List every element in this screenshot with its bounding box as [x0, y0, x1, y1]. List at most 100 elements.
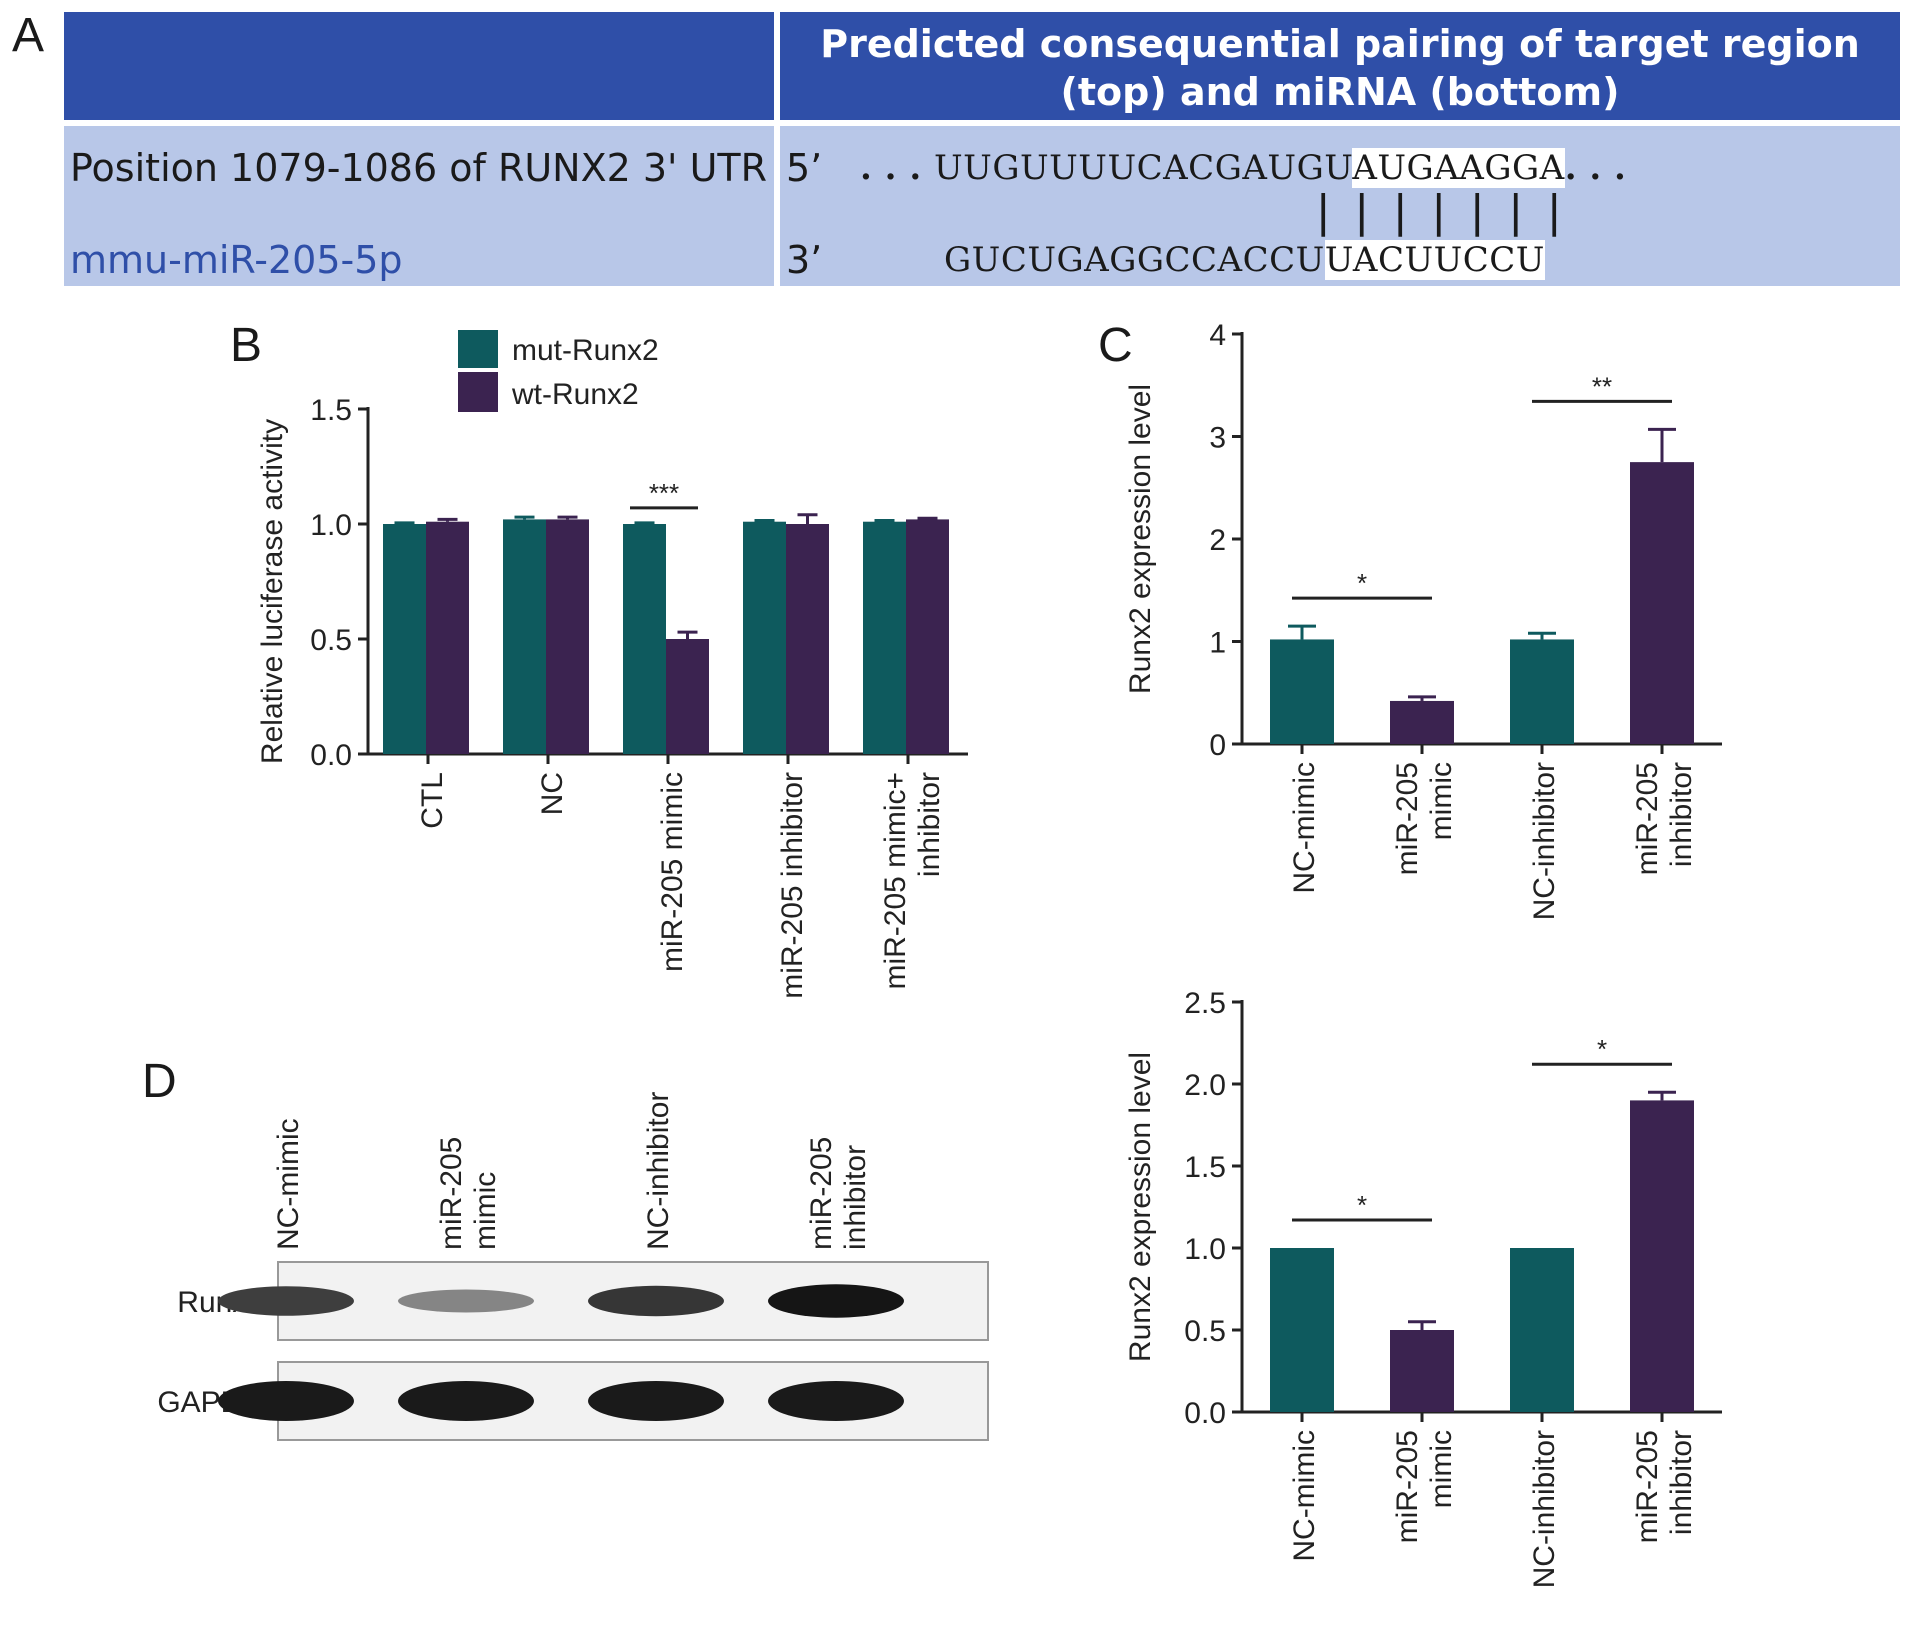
lane-label: NC-mimic: [272, 1118, 305, 1250]
bar-wt: [906, 519, 949, 754]
significance-marker: *: [1357, 568, 1367, 598]
blot-band: [398, 1289, 534, 1313]
y-tick-label: 0.0: [1184, 1397, 1226, 1430]
panel-a-header-right: Predicted consequential pairing of targe…: [780, 12, 1900, 120]
lane-label-line: inhibitor: [839, 1145, 872, 1250]
chart-luciferase: 0.0 0.5 1.0 1.5 Relative luciferase activity…: [256, 330, 968, 999]
x-tick-label: miR-205 inhibitor: [776, 772, 809, 999]
bar-mut: [743, 521, 786, 754]
y-tick-label: 1.5: [310, 394, 352, 427]
mirna-sequence: GUCUGAGGCCACCUUACUUCCU: [944, 240, 1545, 280]
y-axis-label: Runx2 expression level: [1124, 1052, 1157, 1362]
bar-wt: [666, 639, 709, 754]
x-tick-label: NC-mimic: [1288, 1430, 1321, 1562]
y-tick-label: 3: [1209, 422, 1226, 455]
mirna-sequence-plain: GUCUGAGGCCACCU: [944, 240, 1325, 280]
target-sequence: . . . UUGUUUUCACGAUGUAUGAAGGA. . .: [860, 148, 1626, 188]
blot-band: [218, 1381, 354, 1421]
y-tick-label: 2.5: [1184, 987, 1226, 1020]
bottom-strand-end: 3’: [786, 238, 823, 282]
legend-label-mut: mut-Runx2: [512, 334, 659, 367]
significance-marker: *: [1597, 1034, 1607, 1064]
x-tick-label-line: miR-205 inhibitor: [776, 772, 809, 999]
panel-a-header-left: [64, 12, 774, 120]
panel-label-d: D: [142, 1055, 177, 1108]
blot-band: [218, 1286, 354, 1316]
panel-a-row-right: 5’ . . . UUGUUUUCACGAUGUAUGAAGGA. . . ||…: [780, 126, 1900, 286]
legend-swatch-wt: [458, 372, 498, 412]
target-sequence-suffix: . . .: [1564, 148, 1627, 188]
blot-band: [398, 1381, 534, 1421]
bar-wt: [786, 524, 829, 754]
x-tick-label-line: miR-205 mimic+: [879, 772, 912, 990]
bar-mut: [1510, 1248, 1574, 1412]
bar-mut: [503, 519, 546, 754]
y-tick-label: 0.5: [1184, 1315, 1226, 1348]
lane-label-line: miR-205: [805, 1137, 838, 1250]
bar-wt: [1390, 700, 1454, 744]
target-sequence-prefix: . . .: [860, 148, 935, 188]
pairing-lines: |||||||: [1310, 186, 1580, 237]
bar-mut: [863, 521, 906, 754]
panel-a-header-text: Predicted consequential pairing of targe…: [820, 22, 1860, 114]
legend-swatch-mut: [458, 330, 498, 368]
significance-marker: ***: [649, 478, 679, 508]
panel-label-b: B: [230, 319, 263, 372]
panel-a-table: Predicted consequential pairing of targe…: [64, 12, 1900, 286]
lane-label: miR-205 inhibitor: [805, 1137, 872, 1250]
bar-wt: [426, 521, 469, 754]
y-tick-label: 1.5: [1184, 1151, 1226, 1184]
lane-label-line: NC-inhibitor: [642, 1092, 675, 1250]
x-tick-label: miR-205 mimic: [1391, 762, 1458, 875]
y-tick-label: 4: [1209, 319, 1226, 352]
x-tick-label: NC-mimic: [1288, 762, 1321, 894]
lane-label: miR-205 mimic: [435, 1137, 502, 1250]
x-tick-label: miR-205 inhibitor: [1631, 1430, 1698, 1543]
lane-label-line: mimic: [469, 1172, 502, 1250]
x-tick-label: miR-205 inhibitor: [1631, 762, 1698, 875]
y-tick-label: 1: [1209, 627, 1226, 660]
panel-label-c: C: [1098, 319, 1133, 372]
bar-wt: [1630, 462, 1694, 744]
blot-band: [588, 1285, 724, 1317]
x-tick-label: miR-205 mimic+ inhibitor: [879, 772, 946, 990]
bar-wt: [546, 519, 589, 754]
x-tick-label-line: mimic: [1425, 762, 1458, 840]
chart-runx2-mrna: 0 1 2 3 4 Runx2 expression level NC-mimic miR-2…: [1124, 319, 1722, 920]
x-tick-label: NC: [536, 772, 569, 815]
y-tick-label: 0.5: [310, 624, 352, 657]
x-tick-label-line: NC-mimic: [1288, 762, 1321, 894]
x-tick-label-line: NC-inhibitor: [1528, 1430, 1561, 1588]
panel-label-a: A: [12, 9, 45, 62]
y-axis-label: Runx2 expression level: [1124, 384, 1157, 694]
target-position-label: Position 1079-1086 of RUNX2 3' UTR: [70, 146, 768, 190]
x-tick-label-line: miR-205: [1631, 1430, 1664, 1543]
x-tick-label: miR-205 mimic: [656, 772, 689, 972]
y-tick-label: 1.0: [310, 509, 352, 542]
x-tick-label-line: NC-inhibitor: [1528, 762, 1561, 920]
blot-band: [768, 1381, 904, 1421]
x-tick-label-line: inhibitor: [1665, 762, 1698, 867]
x-tick-label: miR-205 mimic: [1391, 1430, 1458, 1543]
y-tick-label: 2: [1209, 524, 1226, 557]
bar-mut: [1270, 639, 1334, 744]
x-tick-label-line: NC-mimic: [1288, 1430, 1321, 1562]
blot-band: [588, 1381, 724, 1421]
panel-a-row-left: Position 1079-1086 of RUNX2 3' UTR mmu-m…: [64, 126, 774, 286]
significance-marker: *: [1357, 1190, 1367, 1220]
x-tick-label-line: NC: [536, 772, 569, 815]
lane-label: NC-inhibitor: [642, 1092, 675, 1250]
y-tick-label: 2.0: [1184, 1069, 1226, 1102]
y-tick-label: 1.0: [1184, 1233, 1226, 1266]
bar-wt: [1630, 1100, 1694, 1412]
x-tick-label-line: inhibitor: [913, 772, 946, 877]
x-tick-label-line: CTL: [416, 772, 449, 829]
x-tick-label-line: miR-205 mimic: [656, 772, 689, 972]
x-tick-label-line: mimic: [1425, 1430, 1458, 1508]
lane-label-line: miR-205: [435, 1137, 468, 1250]
bar-mut: [1510, 639, 1574, 744]
bar-wt: [1390, 1330, 1454, 1412]
x-tick-label-line: inhibitor: [1665, 1430, 1698, 1535]
lane-label-line: NC-mimic: [272, 1118, 305, 1250]
x-tick-label: NC-inhibitor: [1528, 762, 1561, 920]
